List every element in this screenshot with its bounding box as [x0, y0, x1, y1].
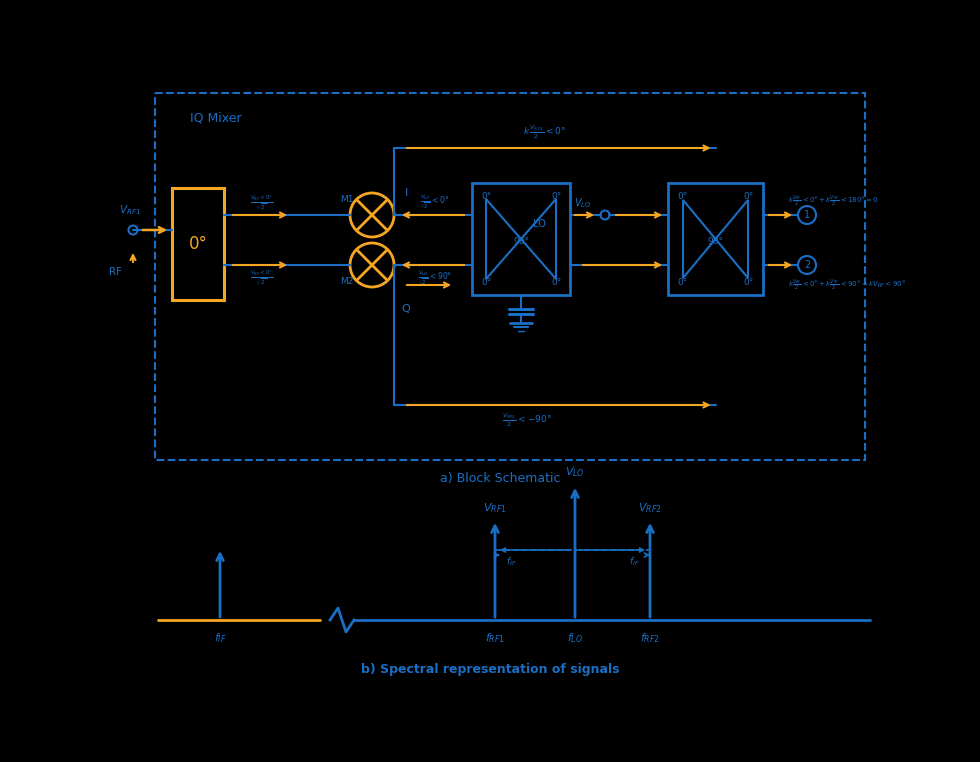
Text: M1: M1: [340, 194, 354, 203]
Text: 0°: 0°: [481, 191, 491, 200]
Text: IQ Mixer: IQ Mixer: [190, 111, 242, 124]
Text: $f_{IF}$: $f_{IF}$: [214, 631, 226, 645]
Text: $\frac{V_{LO}}{\sqrt{2}}<0°$: $\frac{V_{LO}}{\sqrt{2}}<0°$: [420, 193, 450, 211]
Text: $k\frac{V_{RF}}{2}<0°+k\frac{V_{RF}}{2}<180°=0$: $k\frac{V_{RF}}{2}<0°+k\frac{V_{RF}}{2}<…: [788, 194, 879, 209]
Text: 0°: 0°: [551, 191, 562, 200]
Text: b) Spectral representation of signals: b) Spectral representation of signals: [361, 664, 619, 677]
Text: 1: 1: [804, 210, 810, 220]
Text: $V_{LO}$: $V_{LO}$: [574, 196, 592, 210]
Text: 0°: 0°: [481, 277, 491, 287]
Text: $f_{RF2}$: $f_{RF2}$: [640, 631, 660, 645]
Text: 90°: 90°: [513, 236, 529, 245]
Text: M2: M2: [340, 277, 354, 286]
Text: $k\,\frac{V_{RF2}}{2}<0°$: $k\,\frac{V_{RF2}}{2}<0°$: [523, 123, 566, 141]
Text: $f_{RF1}$: $f_{RF1}$: [485, 631, 505, 645]
Text: 0°: 0°: [551, 277, 562, 287]
Text: 0°: 0°: [677, 277, 687, 287]
Text: $V_{RF1}$: $V_{RF1}$: [483, 501, 507, 515]
Text: a) Block Schematic: a) Block Schematic: [440, 472, 561, 485]
Text: $\frac{V_{LO}}{\sqrt{2}}<90°$: $\frac{V_{LO}}{\sqrt{2}}<90°$: [418, 269, 452, 287]
Text: 0°: 0°: [677, 191, 687, 200]
Text: 0°: 0°: [744, 277, 755, 287]
Text: $\frac{V_{RF}<0°}{\sqrt{2}}$: $\frac{V_{RF}<0°}{\sqrt{2}}$: [251, 194, 273, 212]
Text: 0°: 0°: [744, 191, 755, 200]
Text: LO: LO: [532, 219, 546, 229]
Text: $V_{RF1}$: $V_{RF1}$: [119, 203, 141, 217]
Text: 90°: 90°: [708, 236, 723, 245]
Text: RF: RF: [109, 267, 122, 277]
Text: $f_{IF}$: $f_{IF}$: [506, 555, 516, 568]
Text: $k\frac{V_{RF}}{2}<0°+k\frac{V_{RF}}{2}<90°=kV_{RF}<90°$: $k\frac{V_{RF}}{2}<0°+k\frac{V_{RF}}{2}<…: [788, 277, 906, 293]
Bar: [172, 188, 224, 300]
Text: I: I: [405, 188, 408, 198]
Bar: [472, 183, 570, 295]
Text: 0°: 0°: [188, 235, 208, 253]
Text: $\frac{V_{RF}<0°}{\sqrt{2}}$: $\frac{V_{RF}<0°}{\sqrt{2}}$: [251, 269, 273, 287]
Text: Q: Q: [402, 304, 411, 314]
Bar: [668, 183, 763, 295]
Text: $V_{LO}$: $V_{LO}$: [565, 465, 585, 479]
Text: $\frac{V_{RF2}}{2}<-90°$: $\frac{V_{RF2}}{2}<-90°$: [502, 411, 552, 429]
Text: $f_{LO}$: $f_{LO}$: [567, 631, 583, 645]
Text: 2: 2: [804, 260, 810, 270]
Text: $V_{RF2}$: $V_{RF2}$: [638, 501, 662, 515]
Bar: [155, 93, 865, 460]
Text: $f_{IF}$: $f_{IF}$: [628, 555, 639, 568]
